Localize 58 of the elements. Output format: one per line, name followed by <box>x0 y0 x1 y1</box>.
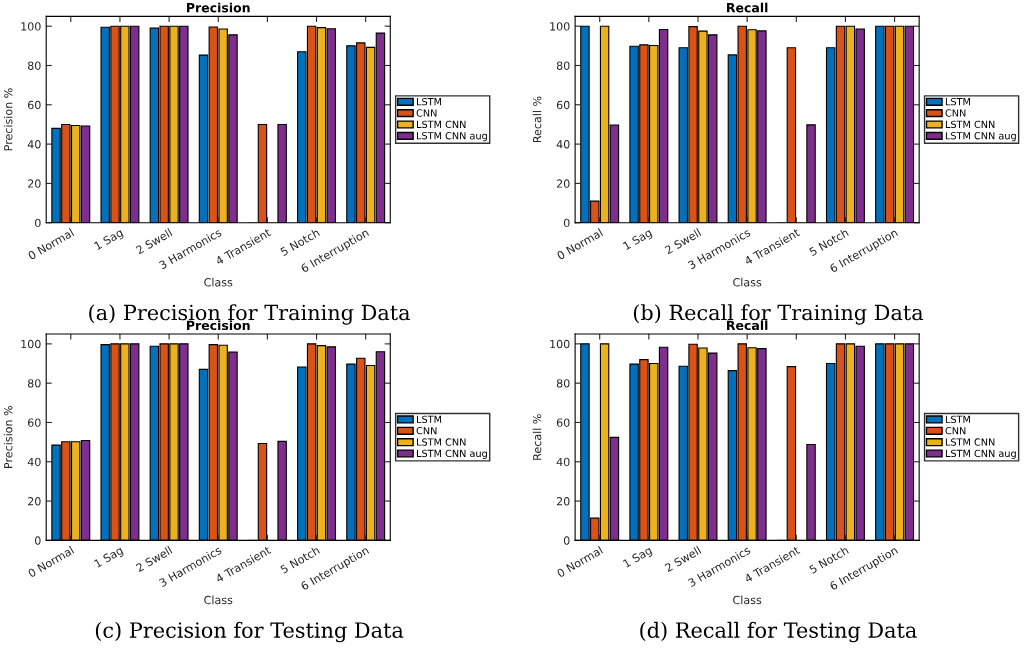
y-tick-label: 60 <box>556 418 570 427</box>
text: (c) Precision for Testing Data <box>95 621 404 643</box>
y-tick-label: 100 <box>21 22 41 31</box>
x-axis-title: Class <box>204 277 233 287</box>
text: (d) Recall for Testing Data <box>640 621 917 643</box>
legend-label: LSTM <box>417 97 442 106</box>
y-tick-label: 20 <box>556 497 570 506</box>
y-tick-label: 0 <box>35 536 41 545</box>
y-tick-label: 100 <box>550 22 570 31</box>
legend-label: LSTM CNN aug <box>945 132 1016 142</box>
legend-label: LSTM CNN <box>417 120 466 129</box>
y-axis-title: Recall % <box>532 414 542 460</box>
legend-label: LSTM <box>945 415 970 423</box>
legend-label: LSTM CNN <box>945 438 995 446</box>
legend-label: LSTM CNN aug <box>417 449 487 459</box>
x-tick-label: 1 Sag <box>622 545 654 570</box>
y-tick-label: 100 <box>21 339 41 349</box>
y-tick-label: 40 <box>27 457 41 467</box>
y-tick-label: 0 <box>563 536 570 545</box>
legend-label: LSTM CNN aug <box>945 449 1016 459</box>
y-tick-label: 20 <box>28 497 41 506</box>
y-axis-title: Precision % <box>3 88 13 151</box>
chart-title: Recall <box>727 320 768 331</box>
y-tick-label: 0 <box>35 218 41 228</box>
chart-title: Precision <box>187 320 250 331</box>
legend-label: CNN <box>945 427 966 435</box>
legend-label: LSTM CNN <box>417 438 466 446</box>
legend-label: LSTM CNN aug <box>417 132 487 142</box>
y-tick-label: 40 <box>556 457 570 467</box>
y-tick-label: 100 <box>550 339 570 349</box>
y-axis-title: Precision % <box>3 405 13 468</box>
legend-label: CNN <box>416 109 437 117</box>
chart-title: Precision <box>187 2 250 13</box>
y-tick-label: 80 <box>556 61 570 70</box>
y-axis-title: Recall % <box>532 96 542 143</box>
chart-title: Recall <box>727 2 768 13</box>
legend-label: LSTM CNN <box>945 120 995 129</box>
y-tick-label: 40 <box>556 140 570 149</box>
x-axis-title: Class <box>733 277 762 287</box>
legend-label: CNN <box>945 109 966 117</box>
x-axis-title: Class <box>733 595 762 605</box>
y-tick-label: 20 <box>28 179 41 188</box>
y-tick-label: 60 <box>556 100 570 110</box>
y-tick-label: 20 <box>556 179 570 188</box>
y-tick-label: 60 <box>27 100 41 110</box>
x-tick-label: 1 Sag <box>93 228 125 253</box>
legend-label: LSTM <box>945 97 970 106</box>
y-tick-label: 40 <box>27 140 41 149</box>
legend-label: LSTM <box>417 415 442 423</box>
y-tick-label: 80 <box>556 379 570 388</box>
x-tick-label: 1 Sag <box>93 545 125 570</box>
x-axis-title: Class <box>204 595 233 605</box>
y-tick-label: 80 <box>27 61 41 70</box>
x-tick-label: 1 Sag <box>622 228 654 253</box>
y-tick-label: 0 <box>563 218 570 228</box>
legend-label: CNN <box>416 427 437 435</box>
y-tick-label: 80 <box>27 379 41 388</box>
y-tick-label: 60 <box>27 418 41 427</box>
